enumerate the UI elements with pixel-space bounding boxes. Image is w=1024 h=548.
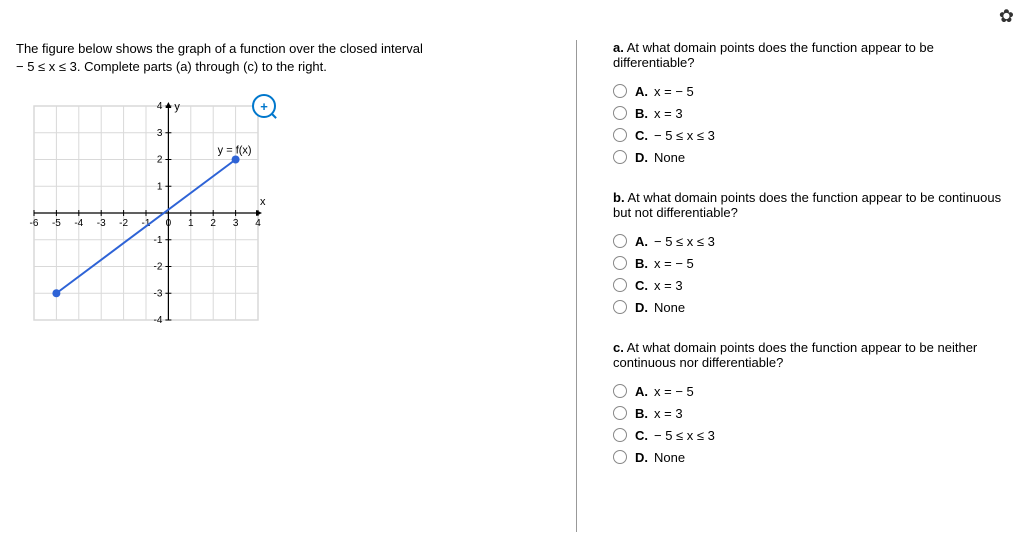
- option-text: None: [654, 300, 685, 315]
- option-row[interactable]: B. x = − 5: [613, 252, 1008, 274]
- prompt-line-2: − 5 ≤ x ≤ 3. Complete parts (a) through …: [16, 59, 327, 74]
- question-text: c. At what domain points does the functi…: [613, 340, 1008, 370]
- option-text: x = 3: [654, 106, 683, 121]
- option-row[interactable]: D. None: [613, 146, 1008, 168]
- gear-icon[interactable]: ✿: [999, 6, 1014, 27]
- radio-icon[interactable]: [613, 406, 627, 420]
- question-block: b. At what domain points does the functi…: [613, 190, 1008, 318]
- svg-text:1: 1: [157, 182, 163, 193]
- svg-text:4: 4: [157, 101, 163, 112]
- svg-text:-2: -2: [153, 262, 162, 273]
- option-row[interactable]: A. x = − 5: [613, 80, 1008, 102]
- option-row[interactable]: B. x = 3: [613, 102, 1008, 124]
- option-row[interactable]: A. − 5 ≤ x ≤ 3: [613, 230, 1008, 252]
- option-text: − 5 ≤ x ≤ 3: [654, 128, 715, 143]
- graph-area: + -6-5-4-3-2-101234-4-3-2-11234xyy = f(x…: [16, 88, 326, 358]
- option-label: A.: [635, 234, 648, 249]
- option-label: D.: [635, 450, 648, 465]
- svg-text:y: y: [174, 101, 180, 113]
- right-column: a. At what domain points does the functi…: [576, 40, 1008, 532]
- radio-icon[interactable]: [613, 128, 627, 142]
- question-bold-label: b.: [613, 190, 625, 205]
- question-bold-label: c.: [613, 340, 624, 355]
- option-row[interactable]: C. − 5 ≤ x ≤ 3: [613, 424, 1008, 446]
- radio-icon[interactable]: [613, 384, 627, 398]
- prompt-line-1: The figure below shows the graph of a fu…: [16, 41, 423, 56]
- option-row[interactable]: B. x = 3: [613, 402, 1008, 424]
- svg-text:2: 2: [210, 218, 216, 229]
- option-row[interactable]: C. x = 3: [613, 274, 1008, 296]
- question-text: b. At what domain points does the functi…: [613, 190, 1008, 220]
- option-label: C.: [635, 428, 648, 443]
- question-rest: At what domain points does the function …: [613, 40, 934, 70]
- problem-prompt: The figure below shows the graph of a fu…: [16, 40, 556, 76]
- svg-text:x: x: [260, 196, 266, 208]
- option-text: − 5 ≤ x ≤ 3: [654, 234, 715, 249]
- svg-text:-1: -1: [153, 235, 162, 246]
- svg-text:-3: -3: [97, 218, 106, 229]
- option-text: x = − 5: [654, 84, 694, 99]
- svg-text:-2: -2: [119, 218, 128, 229]
- svg-text:4: 4: [255, 218, 261, 229]
- zoom-in-icon[interactable]: +: [252, 94, 276, 118]
- option-text: x = − 5: [654, 384, 694, 399]
- option-label: B.: [635, 406, 648, 421]
- option-label: B.: [635, 256, 648, 271]
- radio-icon[interactable]: [613, 256, 627, 270]
- svg-text:y = f(x): y = f(x): [218, 145, 252, 157]
- question-bold-label: a.: [613, 40, 624, 55]
- option-label: D.: [635, 150, 648, 165]
- option-label: D.: [635, 300, 648, 315]
- option-row[interactable]: A. x = − 5: [613, 380, 1008, 402]
- svg-text:-4: -4: [153, 315, 162, 326]
- option-text: − 5 ≤ x ≤ 3: [654, 428, 715, 443]
- radio-icon[interactable]: [613, 428, 627, 442]
- option-text: None: [654, 450, 685, 465]
- option-row[interactable]: D. None: [613, 296, 1008, 318]
- svg-text:0: 0: [166, 218, 172, 229]
- svg-text:3: 3: [157, 128, 163, 139]
- svg-text:-5: -5: [52, 218, 61, 229]
- zoom-plus-glyph: +: [260, 99, 268, 114]
- svg-text:-6: -6: [30, 218, 39, 229]
- radio-icon[interactable]: [613, 234, 627, 248]
- question-block: a. At what domain points does the functi…: [613, 40, 1008, 168]
- option-label: C.: [635, 128, 648, 143]
- svg-text:2: 2: [157, 155, 163, 166]
- question-text: a. At what domain points does the functi…: [613, 40, 1008, 70]
- option-label: A.: [635, 384, 648, 399]
- option-row[interactable]: C. − 5 ≤ x ≤ 3: [613, 124, 1008, 146]
- svg-text:3: 3: [233, 218, 239, 229]
- content-area: The figure below shows the graph of a fu…: [0, 0, 1024, 548]
- radio-icon[interactable]: [613, 450, 627, 464]
- option-label: B.: [635, 106, 648, 121]
- option-text: x = 3: [654, 278, 683, 293]
- radio-icon[interactable]: [613, 106, 627, 120]
- function-graph: -6-5-4-3-2-101234-4-3-2-11234xyy = f(x): [16, 88, 276, 338]
- radio-icon[interactable]: [613, 150, 627, 164]
- option-text: x = 3: [654, 406, 683, 421]
- svg-text:-4: -4: [74, 218, 83, 229]
- radio-icon[interactable]: [613, 84, 627, 98]
- radio-icon[interactable]: [613, 300, 627, 314]
- svg-text:-3: -3: [153, 289, 162, 300]
- left-column: The figure below shows the graph of a fu…: [16, 40, 576, 532]
- question-rest: At what domain points does the function …: [613, 340, 977, 370]
- option-label: A.: [635, 84, 648, 99]
- radio-icon[interactable]: [613, 278, 627, 292]
- question-block: c. At what domain points does the functi…: [613, 340, 1008, 468]
- option-label: C.: [635, 278, 648, 293]
- option-row[interactable]: D. None: [613, 446, 1008, 468]
- option-text: None: [654, 150, 685, 165]
- svg-text:1: 1: [188, 218, 194, 229]
- option-text: x = − 5: [654, 256, 694, 271]
- question-rest: At what domain points does the function …: [613, 190, 1001, 220]
